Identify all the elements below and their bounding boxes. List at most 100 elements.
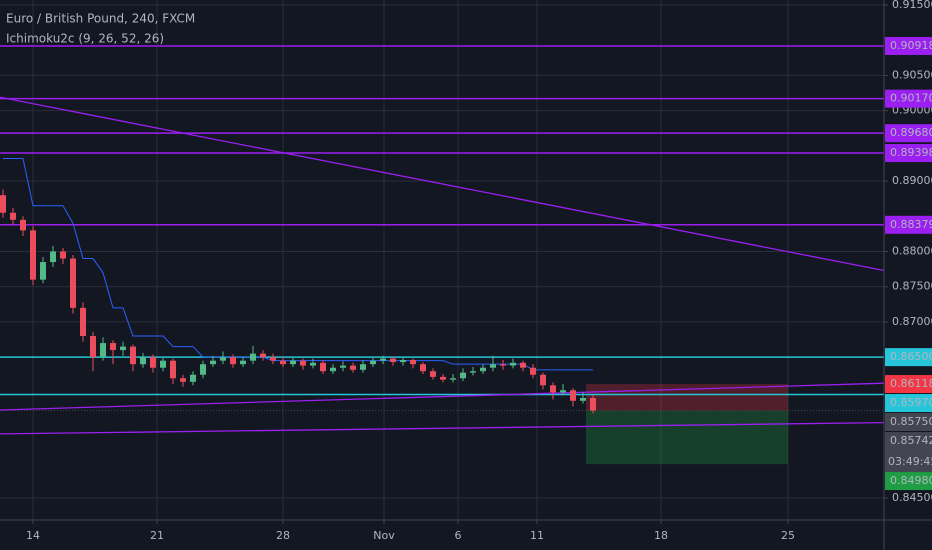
price-label-box — [885, 124, 932, 143]
price-label-box — [885, 472, 932, 491]
price-label: 0.84980 — [890, 474, 932, 487]
price-label: 0.85750 — [890, 415, 932, 428]
candle-body — [0, 195, 6, 213]
candle-body — [140, 357, 146, 365]
x-tick-label: 11 — [530, 529, 544, 542]
x-tick-label: 14 — [26, 529, 40, 542]
trend-line — [0, 421, 885, 435]
price-label: 0.86500 — [890, 350, 932, 363]
candle-body — [320, 362, 326, 372]
plot-layer — [0, 45, 885, 465]
candle-body — [530, 367, 536, 375]
candle-body — [510, 362, 516, 366]
candle-body — [230, 357, 236, 365]
target-zone — [586, 410, 788, 465]
candle-body — [590, 397, 596, 411]
candle-body — [470, 371, 476, 373]
candle-body — [380, 358, 386, 361]
candle-body — [580, 397, 586, 401]
y-tick-label: 0.84500 — [892, 491, 932, 504]
x-tick-label: 25 — [781, 529, 795, 542]
x-tick-label: 18 — [654, 529, 668, 542]
price-label: 0.86118 — [890, 377, 932, 390]
price-label: 0.88379 — [890, 218, 932, 231]
chart-title: Euro / British Pound, 240, FXCM — [6, 12, 195, 26]
candle-body — [170, 360, 176, 379]
candle-body — [490, 364, 496, 368]
candle-body — [330, 367, 336, 372]
candle-body — [550, 385, 556, 393]
price-label-box — [885, 89, 932, 108]
candle-body — [70, 258, 76, 308]
candle-body — [340, 365, 346, 368]
countdown: 03:49:45 — [888, 455, 932, 468]
candle-body — [180, 378, 186, 382]
x-tick-label: Nov — [373, 529, 395, 542]
candle-body — [270, 357, 276, 361]
candle-body — [20, 219, 26, 231]
price-label: 0.85742 — [890, 434, 932, 447]
price-label: 0.85970 — [890, 396, 932, 409]
candle-body — [280, 360, 286, 365]
candle-body — [570, 390, 576, 401]
price-label-box — [885, 215, 932, 234]
price-label-box — [885, 348, 932, 367]
candle-body — [220, 357, 226, 361]
candle-body — [130, 346, 136, 365]
candle-body — [560, 390, 566, 393]
candle-body — [90, 336, 96, 358]
trend-line — [0, 96, 885, 272]
price-label-box — [885, 375, 932, 394]
price-label: 0.90918 — [890, 39, 932, 52]
price-label-box — [885, 36, 932, 55]
price-label: 0.89398 — [890, 146, 932, 159]
candle-body — [360, 364, 366, 370]
x-tick-label: 28 — [276, 529, 290, 542]
price-label-box — [885, 394, 932, 413]
price-label: 0.89680 — [890, 126, 932, 139]
candle-body — [60, 251, 66, 259]
price-label: 0.90170 — [890, 92, 932, 105]
candle-body — [80, 307, 86, 337]
candle-body — [430, 371, 436, 377]
candle-body — [460, 372, 466, 379]
candle-body — [520, 362, 526, 368]
price-label-box — [885, 413, 932, 432]
candle-body — [500, 364, 506, 366]
candle-body — [250, 353, 256, 361]
candle-body — [420, 364, 426, 372]
candle-body — [40, 262, 46, 280]
candle-body — [400, 359, 406, 363]
candle-body — [310, 362, 316, 366]
stop-zone — [586, 384, 788, 411]
x-tick-label: 21 — [150, 529, 164, 542]
candle-body — [110, 343, 116, 351]
candle-body — [100, 343, 106, 358]
indicator-label: Ichimoku2c (9, 26, 52, 26) — [6, 32, 164, 46]
candle-body — [440, 376, 446, 380]
candle-body — [160, 360, 166, 368]
price-label-box — [885, 144, 932, 163]
candle-body — [390, 358, 396, 363]
candle-body — [150, 357, 156, 368]
candle-body — [190, 374, 196, 382]
candle-body — [540, 374, 546, 386]
candle-body — [260, 353, 266, 358]
price-label-box — [885, 432, 932, 473]
candle-body — [30, 230, 36, 280]
candle-body — [300, 360, 306, 366]
candle-body — [200, 364, 206, 375]
x-tick-label: 6 — [455, 529, 462, 542]
grid-layer — [0, 0, 884, 520]
axis-layer: 0.915000.905000.900000.890000.880000.875… — [26, 0, 932, 542]
candle-body — [350, 365, 356, 370]
candle-body — [50, 251, 56, 263]
